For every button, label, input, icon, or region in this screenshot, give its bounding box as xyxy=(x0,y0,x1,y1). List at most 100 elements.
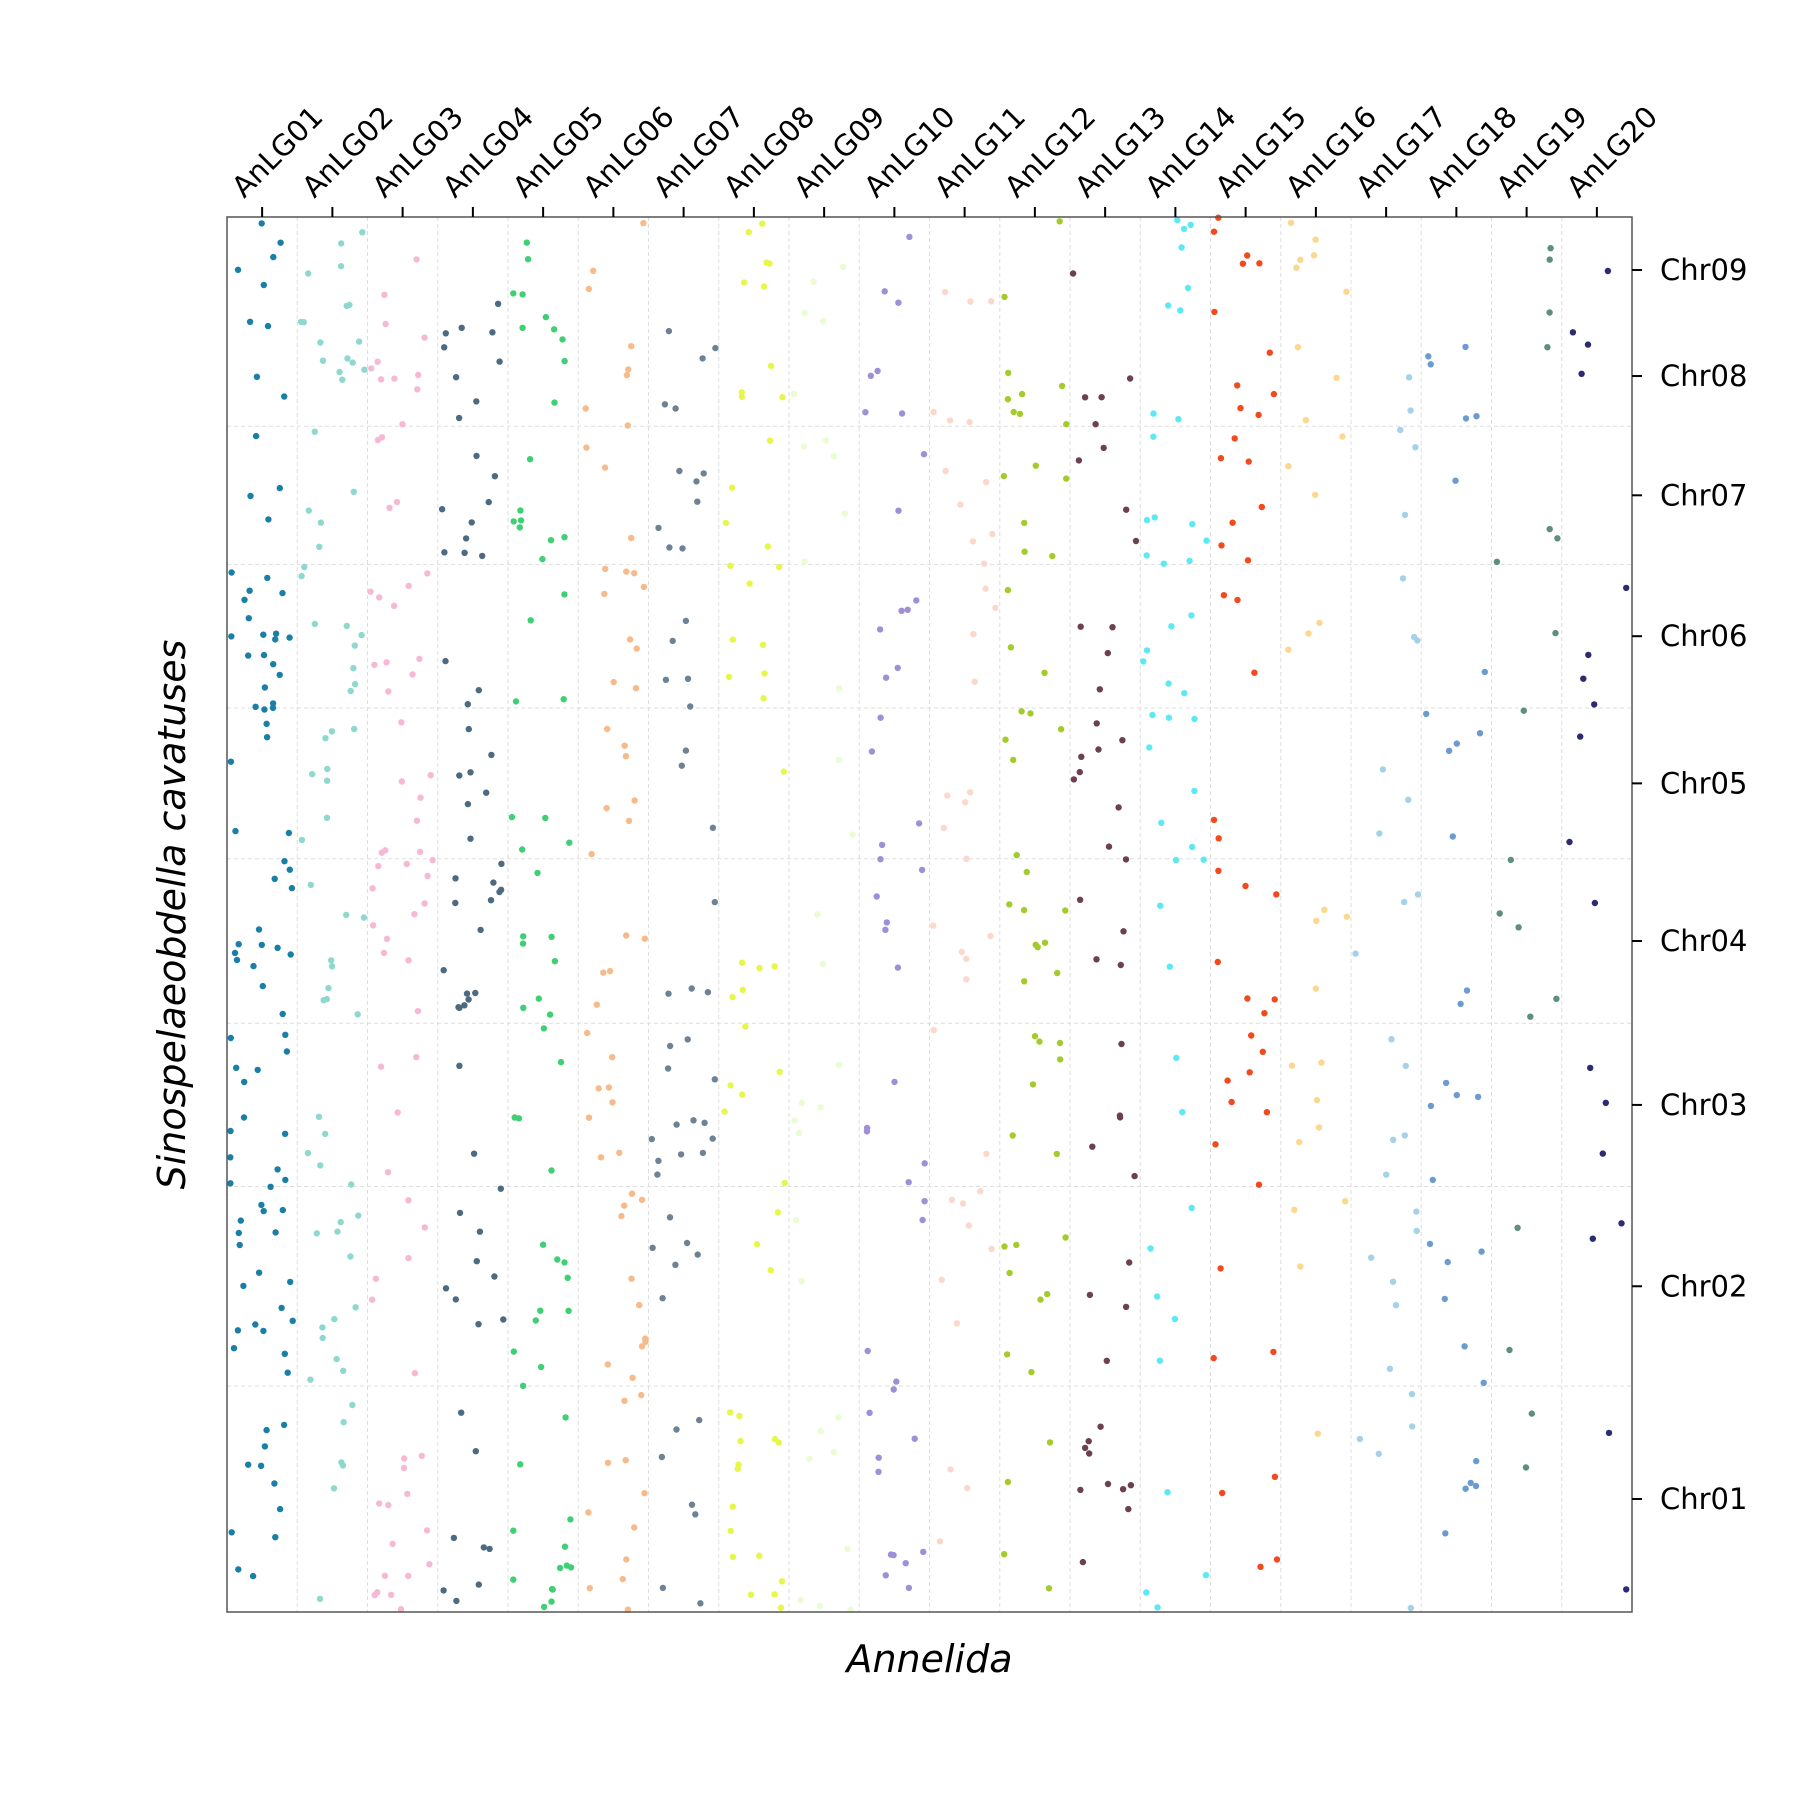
plot-frame xyxy=(226,216,1633,1613)
point-anlg16 xyxy=(1339,433,1346,440)
point-anlg09 xyxy=(806,1455,813,1462)
point-anlg01 xyxy=(276,1505,284,1513)
point-anlg02 xyxy=(319,1324,326,1331)
point-anlg04 xyxy=(475,1581,482,1588)
point-anlg12 xyxy=(1002,736,1009,743)
point-anlg07 xyxy=(672,405,679,412)
point-anlg20 xyxy=(1623,584,1630,592)
point-anlg04 xyxy=(440,1587,447,1594)
point-anlg14 xyxy=(1178,244,1185,251)
point-anlg02 xyxy=(354,1011,361,1018)
point-anlg09 xyxy=(817,1104,824,1111)
point-anlg08 xyxy=(728,484,736,491)
point-anlg09 xyxy=(835,685,843,692)
point-anlg18 xyxy=(1427,361,1434,368)
point-anlg08 xyxy=(771,1591,778,1598)
point-anlg07 xyxy=(649,1244,656,1252)
point-anlg09 xyxy=(835,1414,842,1421)
point-anlg04 xyxy=(483,789,490,796)
point-anlg07 xyxy=(692,1511,699,1518)
point-anlg06 xyxy=(595,1085,602,1092)
point-anlg07 xyxy=(701,1119,708,1127)
point-anlg08 xyxy=(739,1091,746,1098)
point-anlg14 xyxy=(1156,1357,1164,1364)
point-anlg01 xyxy=(260,281,267,289)
point-anlg15 xyxy=(1248,1032,1255,1039)
point-anlg06 xyxy=(625,817,633,825)
point-anlg12 xyxy=(1054,969,1061,977)
point-anlg10 xyxy=(863,1124,871,1132)
point-anlg20 xyxy=(1591,701,1598,708)
point-anlg20 xyxy=(1623,1586,1630,1593)
point-anlg06 xyxy=(604,725,611,733)
point-anlg08 xyxy=(776,1068,783,1076)
point-anlg04 xyxy=(480,1544,487,1551)
point-anlg13 xyxy=(1098,394,1105,401)
point-anlg06 xyxy=(588,850,595,858)
point-anlg18 xyxy=(1425,353,1432,360)
point-anlg01 xyxy=(234,1327,242,1334)
point-anlg05 xyxy=(567,1564,575,1571)
point-anlg06 xyxy=(585,285,593,293)
point-anlg05 xyxy=(539,555,546,563)
point-anlg14 xyxy=(1188,612,1195,619)
point-anlg05 xyxy=(562,1414,569,1421)
point-anlg04 xyxy=(452,875,459,882)
point-anlg03 xyxy=(377,376,385,383)
point-anlg12 xyxy=(1000,472,1008,480)
point-anlg16 xyxy=(1296,1138,1303,1146)
point-anlg02 xyxy=(305,270,312,277)
point-anlg05 xyxy=(550,326,558,333)
point-anlg02 xyxy=(349,1401,356,1409)
point-anlg02 xyxy=(346,301,353,309)
point-anlg07 xyxy=(665,990,672,997)
point-anlg02 xyxy=(338,1459,345,1466)
point-anlg12 xyxy=(1013,1241,1020,1249)
point-anlg03 xyxy=(427,772,434,779)
point-anlg14 xyxy=(1202,1571,1210,1579)
point-anlg01 xyxy=(263,1426,270,1434)
point-anlg02 xyxy=(350,488,357,495)
point-anlg14 xyxy=(1179,1108,1186,1116)
point-anlg12 xyxy=(1001,1243,1008,1250)
point-anlg02 xyxy=(316,543,323,550)
point-anlg03 xyxy=(411,911,418,918)
point-anlg04 xyxy=(489,329,496,336)
point-anlg19 xyxy=(1552,629,1559,637)
point-anlg08 xyxy=(726,1409,734,1416)
point-anlg15 xyxy=(1210,816,1218,824)
point-anlg06 xyxy=(606,967,614,975)
point-anlg18 xyxy=(1462,343,1469,351)
point-anlg14 xyxy=(1177,307,1184,314)
point-anlg09 xyxy=(795,1129,802,1137)
point-anlg05 xyxy=(510,1527,517,1534)
point-anlg14 xyxy=(1143,647,1151,654)
point-anlg09 xyxy=(814,911,821,918)
point-anlg12 xyxy=(1057,1056,1064,1063)
point-anlg02 xyxy=(358,631,365,639)
point-anlg19 xyxy=(1554,535,1561,542)
point-anlg15 xyxy=(1217,1265,1224,1272)
point-anlg10 xyxy=(915,820,923,827)
point-anlg07 xyxy=(665,327,673,335)
point-anlg01 xyxy=(260,631,267,638)
point-anlg13 xyxy=(1092,421,1099,428)
point-anlg13 xyxy=(1093,956,1100,963)
point-anlg08 xyxy=(761,670,768,677)
point-anlg02 xyxy=(319,1334,326,1342)
point-anlg02 xyxy=(317,519,325,526)
point-anlg19 xyxy=(1544,344,1551,351)
point-anlg01 xyxy=(241,1078,248,1086)
point-anlg10 xyxy=(867,372,874,379)
point-anlg03 xyxy=(399,421,406,428)
point-anlg02 xyxy=(313,1230,320,1237)
point-anlg09 xyxy=(819,317,827,325)
point-anlg11 xyxy=(977,1188,984,1195)
point-anlg03 xyxy=(424,872,431,880)
point-anlg01 xyxy=(245,1461,252,1468)
point-anlg08 xyxy=(727,1527,734,1535)
point-anlg12 xyxy=(1056,218,1063,225)
point-anlg08 xyxy=(729,1503,736,1510)
point-anlg04 xyxy=(452,374,460,381)
point-anlg19 xyxy=(1496,910,1503,917)
